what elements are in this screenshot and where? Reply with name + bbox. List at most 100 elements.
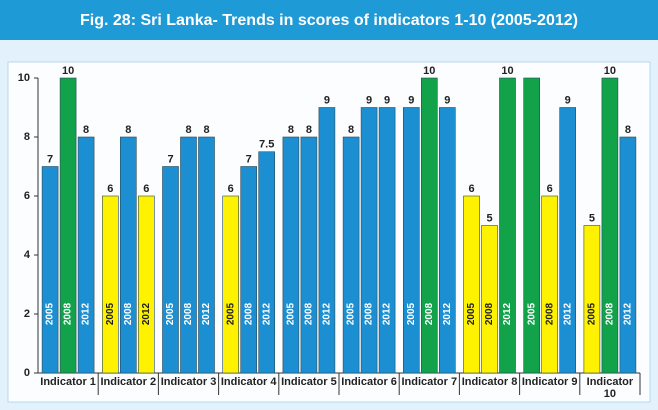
value-label: 10 [501,65,513,77]
bar [342,136,360,374]
year-label: 2008 [364,302,375,325]
value-label: 9 [366,94,372,106]
x-tick-label: Indicator 2 [100,376,157,388]
value-label: 8 [306,124,312,136]
x-tick-label: Indicator 1 [40,376,96,388]
bar [240,166,257,374]
year-label: 2005 [45,302,56,325]
bar [222,195,239,374]
year-label: 2005 [587,302,598,325]
bar [541,195,559,374]
year-label: 2012 [141,302,152,325]
x-tick-label: Indicator 10 [586,376,634,400]
year-label: 2005 [225,302,236,325]
year-label: 2008 [243,302,254,325]
year-label: 2005 [466,302,477,325]
year-label: 2012 [562,302,573,325]
bar [138,195,155,374]
value-label: 8 [185,124,191,136]
bar [559,107,577,374]
year-label: 2012 [261,302,272,325]
year-label: 2012 [442,302,453,325]
year-label: 2008 [63,302,74,325]
y-tick-label: 10 [18,72,30,84]
year-label: 2005 [165,302,176,325]
value-label: 5 [589,212,595,224]
bar [360,107,378,374]
bar [619,136,637,374]
value-label: 10 [423,65,435,77]
value-label: 9 [444,94,450,106]
bar [481,225,498,374]
header-bar [0,0,658,40]
bar [300,136,318,374]
value-label: 6 [143,183,149,195]
year-label: 2008 [304,302,315,325]
value-label: 9 [324,94,330,106]
value-label: 8 [288,124,294,136]
value-label: 10 [62,65,74,77]
bar [77,136,95,374]
value-label: 8 [625,124,631,136]
year-label: 2005 [286,302,297,325]
year-label: 2005 [406,302,417,325]
year-label: 2008 [123,302,134,325]
y-tick-label: 2 [24,308,30,320]
value-label: 6 [468,183,474,195]
bar [258,151,276,374]
year-label: 2012 [81,302,92,325]
bar [120,136,137,374]
year-label: 2012 [502,302,513,325]
bar [583,225,601,374]
x-tick-label: Indicator 4 [220,376,277,388]
x-tick-label: Indicator 8 [461,376,518,388]
value-label: 8 [203,124,209,136]
value-label: 8 [348,124,354,136]
bar [180,136,197,374]
y-tick-label: 8 [24,131,30,143]
x-tick-label: Indicator 9 [521,376,578,388]
value-label: 7 [167,153,173,165]
bar [420,77,438,374]
x-tick-label: Indicator 3 [160,376,217,388]
value-label: 10 [604,65,616,77]
x-tick-label: Indicator 5 [281,376,337,388]
value-label: 6 [547,183,553,195]
bar [601,77,619,374]
value-label: 7 [246,153,252,165]
y-tick-label: 4 [24,249,31,261]
bar [378,107,396,374]
bar [198,136,215,374]
bar [523,77,541,374]
year-label: 2012 [623,302,634,325]
value-label: 7.5 [259,139,274,151]
x-tick-label: Indicator 6 [341,376,397,388]
value-label: 6 [107,183,113,195]
bar [463,195,480,374]
bar [102,195,119,374]
year-label: 2008 [424,302,435,325]
year-label: 2012 [201,302,212,325]
bar [41,166,59,374]
chart-title: Fig. 28: Sri Lanka- Trends in scores of … [80,12,578,29]
bar [438,107,456,374]
value-label: 7 [47,153,53,165]
y-tick-label: 0 [24,367,30,379]
bar [59,77,77,374]
bar [402,107,420,374]
year-label: 2005 [526,302,537,325]
year-label: 2008 [605,302,616,325]
value-label: 6 [228,183,234,195]
bar [162,166,179,374]
year-label: 2005 [105,302,116,325]
y-tick-label: 6 [24,190,30,202]
value-label: 5 [486,212,492,224]
year-label: 2008 [183,302,194,325]
year-label: 2005 [346,302,357,325]
value-label: 8 [125,124,131,136]
value-label: 8 [83,124,89,136]
bar [499,77,516,374]
value-label: 9 [408,94,414,106]
